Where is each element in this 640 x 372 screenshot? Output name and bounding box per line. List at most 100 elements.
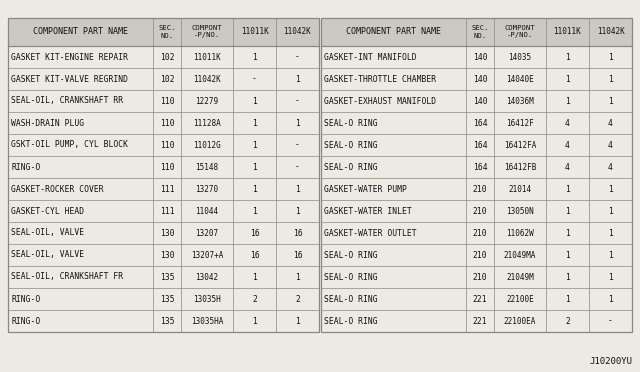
Text: GSKT-OIL PUMP, CYL BLOCK: GSKT-OIL PUMP, CYL BLOCK <box>11 141 128 150</box>
Text: 1: 1 <box>608 185 613 193</box>
Text: 1: 1 <box>608 96 613 106</box>
Text: 11042K: 11042K <box>193 74 221 83</box>
Text: SEAL-OIL, VALVE: SEAL-OIL, VALVE <box>11 228 84 237</box>
Text: 1: 1 <box>608 52 613 61</box>
Text: 2: 2 <box>295 295 300 304</box>
Text: 16: 16 <box>292 250 302 260</box>
Text: SEAL-O RING: SEAL-O RING <box>324 163 378 171</box>
Text: 4: 4 <box>565 163 570 171</box>
Text: 16412FA: 16412FA <box>504 141 536 150</box>
Text: SEAL-O RING: SEAL-O RING <box>324 250 378 260</box>
Text: 1: 1 <box>295 206 300 215</box>
Text: 140: 140 <box>473 52 487 61</box>
Text: 1: 1 <box>252 273 257 282</box>
Text: 135: 135 <box>160 273 174 282</box>
Text: SEC.
NO.: SEC. NO. <box>158 26 176 38</box>
Text: 111: 111 <box>160 185 174 193</box>
Text: 1: 1 <box>252 185 257 193</box>
Bar <box>321 18 632 46</box>
Text: 14040E: 14040E <box>506 74 534 83</box>
Text: RING-O: RING-O <box>11 163 40 171</box>
Text: 16: 16 <box>250 250 259 260</box>
Text: RING-O: RING-O <box>11 295 40 304</box>
Text: SEAL-O RING: SEAL-O RING <box>324 295 378 304</box>
Text: 13042: 13042 <box>195 273 219 282</box>
Text: 4: 4 <box>608 163 613 171</box>
Text: GASKET-INT MANIFOLD: GASKET-INT MANIFOLD <box>324 52 417 61</box>
Text: 1: 1 <box>565 185 570 193</box>
Text: WASH-DRAIN PLUG: WASH-DRAIN PLUG <box>11 119 84 128</box>
Bar <box>8 18 319 46</box>
Text: 1: 1 <box>295 317 300 326</box>
Text: 130: 130 <box>160 250 174 260</box>
Text: 210: 210 <box>473 250 487 260</box>
Text: SEAL-OIL, CRANKSHAFT FR: SEAL-OIL, CRANKSHAFT FR <box>11 273 123 282</box>
Text: 13035H: 13035H <box>193 295 221 304</box>
Text: GASKET-WATER INLET: GASKET-WATER INLET <box>324 206 412 215</box>
Text: 164: 164 <box>473 163 487 171</box>
Text: GASKET-EXHAUST MANIFOLD: GASKET-EXHAUST MANIFOLD <box>324 96 436 106</box>
Text: 16: 16 <box>250 228 259 237</box>
Text: GASKET-CYL HEAD: GASKET-CYL HEAD <box>11 206 84 215</box>
Text: 22100E: 22100E <box>506 295 534 304</box>
Text: 2: 2 <box>565 317 570 326</box>
Text: SEAL-OIL, CRANKSHAFT RR: SEAL-OIL, CRANKSHAFT RR <box>11 96 123 106</box>
Text: 210: 210 <box>473 273 487 282</box>
Text: COMPONENT PART NAME: COMPONENT PART NAME <box>346 28 441 36</box>
Text: 1: 1 <box>565 295 570 304</box>
Text: 1: 1 <box>252 96 257 106</box>
Text: 11011K: 11011K <box>193 52 221 61</box>
Text: 11042K: 11042K <box>284 28 312 36</box>
Text: 1: 1 <box>608 295 613 304</box>
Text: 1: 1 <box>252 317 257 326</box>
Text: 221: 221 <box>473 295 487 304</box>
Text: -: - <box>608 317 613 326</box>
Text: 1: 1 <box>565 52 570 61</box>
Text: 14035: 14035 <box>508 52 532 61</box>
Text: 1: 1 <box>565 228 570 237</box>
Text: 221: 221 <box>473 317 487 326</box>
Text: 14036M: 14036M <box>506 96 534 106</box>
Text: 12279: 12279 <box>195 96 219 106</box>
Bar <box>8 18 319 332</box>
Text: 110: 110 <box>160 119 174 128</box>
Text: GASKET KIT-ENGINE REPAIR: GASKET KIT-ENGINE REPAIR <box>11 52 128 61</box>
Text: 13050N: 13050N <box>506 206 534 215</box>
Text: 21049MA: 21049MA <box>504 250 536 260</box>
Text: -: - <box>295 52 300 61</box>
Text: 15148: 15148 <box>195 163 219 171</box>
Text: 16412FB: 16412FB <box>504 163 536 171</box>
Text: GASKET-THROTTLE CHAMBER: GASKET-THROTTLE CHAMBER <box>324 74 436 83</box>
Text: 135: 135 <box>160 317 174 326</box>
Text: 11044: 11044 <box>195 206 219 215</box>
Text: 1: 1 <box>252 141 257 150</box>
Text: 210: 210 <box>473 206 487 215</box>
Text: J10200YU: J10200YU <box>589 357 632 366</box>
Text: 102: 102 <box>160 52 174 61</box>
Text: 1: 1 <box>565 250 570 260</box>
Text: 21049M: 21049M <box>506 273 534 282</box>
Text: COMPONT
-P/NO.: COMPONT -P/NO. <box>192 26 222 38</box>
Text: -: - <box>295 96 300 106</box>
Text: 1: 1 <box>565 96 570 106</box>
Text: 1: 1 <box>252 206 257 215</box>
Text: 11062W: 11062W <box>506 228 534 237</box>
Text: GASKET-ROCKER COVER: GASKET-ROCKER COVER <box>11 185 104 193</box>
Text: SEAL-O RING: SEAL-O RING <box>324 119 378 128</box>
Text: 1: 1 <box>252 119 257 128</box>
Text: 102: 102 <box>160 74 174 83</box>
Text: 110: 110 <box>160 163 174 171</box>
Text: 11011K: 11011K <box>241 28 268 36</box>
Text: 164: 164 <box>473 141 487 150</box>
Text: GASKET-WATER OUTLET: GASKET-WATER OUTLET <box>324 228 417 237</box>
Text: 210: 210 <box>473 185 487 193</box>
Text: COMPONENT PART NAME: COMPONENT PART NAME <box>33 28 128 36</box>
Text: 110: 110 <box>160 96 174 106</box>
Text: 16: 16 <box>292 228 302 237</box>
Text: GASKET-WATER PUMP: GASKET-WATER PUMP <box>324 185 407 193</box>
Text: 111: 111 <box>160 206 174 215</box>
Text: 1: 1 <box>608 228 613 237</box>
Text: 135: 135 <box>160 295 174 304</box>
Text: -: - <box>295 141 300 150</box>
Text: SEC.
NO.: SEC. NO. <box>471 26 489 38</box>
